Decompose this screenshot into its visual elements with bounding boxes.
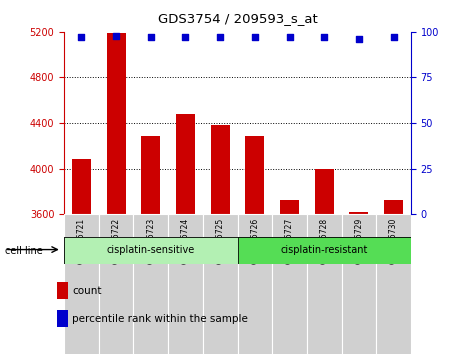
Text: cisplatin-sensitive: cisplatin-sensitive [107,245,195,256]
Bar [203,214,238,354]
Point [251,34,259,40]
Bar [307,214,342,354]
Bar [272,214,307,354]
Point [217,34,224,40]
Text: cisplatin-resistant: cisplatin-resistant [281,245,368,256]
Bar [64,214,99,354]
Bar [210,125,230,214]
Text: GSM385728: GSM385728 [320,218,329,264]
Bar [72,160,91,214]
Bar [99,214,133,354]
Bar [64,237,238,264]
Point [113,33,120,38]
Bar [57,282,67,299]
Text: GSM385722: GSM385722 [112,218,121,264]
Bar [349,212,369,214]
Text: GSM385726: GSM385726 [250,218,259,264]
Point [320,34,328,40]
Bar [141,136,161,214]
Point [181,34,189,40]
Bar [376,214,411,354]
Bar [133,214,168,354]
Bar [106,33,126,214]
Text: count: count [72,286,102,296]
Bar [238,214,272,354]
Text: GSM385721: GSM385721 [77,218,86,264]
Point [78,34,86,40]
Bar [176,114,195,214]
Text: GSM385725: GSM385725 [216,218,225,264]
Point [390,34,397,40]
Bar [168,214,203,354]
Text: cell line: cell line [5,246,42,256]
Text: GSM385729: GSM385729 [354,218,363,264]
Bar [238,237,411,264]
Point [355,36,363,42]
Bar [384,200,403,214]
Bar [245,136,265,214]
Text: GSM385727: GSM385727 [285,218,294,264]
Point [147,34,155,40]
Text: GSM385724: GSM385724 [181,218,190,264]
Text: GSM385723: GSM385723 [146,218,155,264]
Text: GSM385730: GSM385730 [389,218,398,264]
Text: percentile rank within the sample: percentile rank within the sample [72,314,248,324]
Text: GDS3754 / 209593_s_at: GDS3754 / 209593_s_at [158,12,317,25]
Bar [342,214,376,354]
Bar [280,200,299,214]
Point [286,34,294,40]
Bar [314,169,334,214]
Bar [57,310,67,327]
